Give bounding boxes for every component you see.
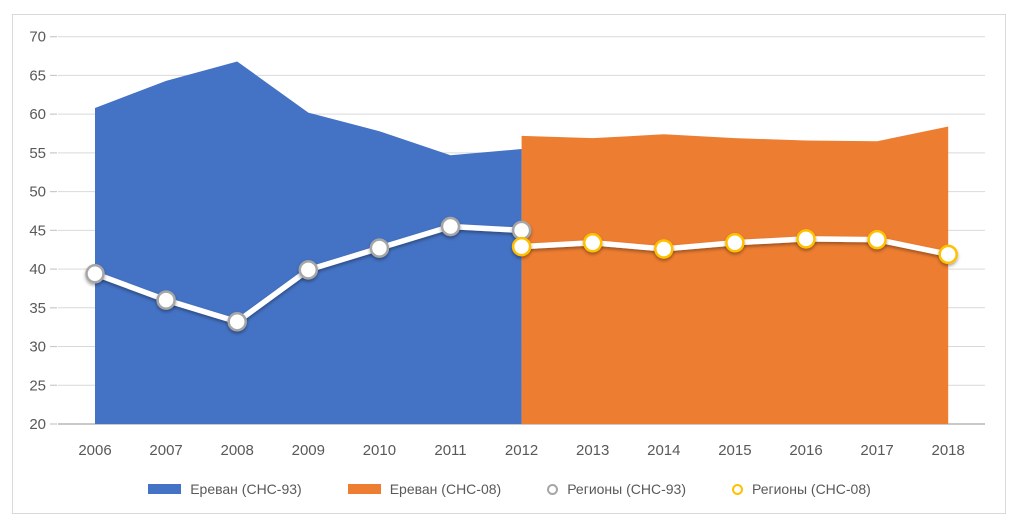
x-axis-label: 2007 [149, 442, 182, 459]
legend-item-yerevan-sns-08: Ереван (СНС-08) [347, 481, 502, 497]
legend: Ереван (СНС-93) Ереван (СНС-08) Регионы … [12, 476, 1007, 502]
y-axis-label: 40 [29, 261, 46, 278]
marker-regiony-sns-93 [511, 220, 532, 241]
marker-regiony-sns-08 [725, 232, 745, 253]
y-axis-label: 35 [29, 300, 46, 317]
x-axis-label: 2018 [932, 442, 965, 459]
y-axis-label: 20 [29, 416, 46, 433]
legend-label: Ереван (СНС-08) [389, 481, 502, 497]
x-axis-label: 2014 [647, 442, 680, 459]
marker-regiony-sns-08 [796, 229, 816, 249]
y-axis-label: 25 [29, 377, 46, 394]
x-axis-label: 2017 [860, 442, 893, 459]
y-axis-label: 55 [29, 145, 46, 162]
area-yerevan-sns-93 [95, 61, 522, 424]
marker-regiony-sns-08 [867, 229, 887, 250]
area-yerevan-sns-08 [521, 126, 949, 425]
y-axis-label: 70 [29, 29, 46, 46]
x-axis-label: 2009 [292, 442, 325, 459]
legend-item-regiony-sns-93: Регионы (СНС-93) [547, 481, 686, 497]
legend-swatch-gray-circle-icon [547, 483, 559, 495]
legend-swatch-blue-area-icon [148, 484, 182, 494]
marker-regiony-sns-93 [227, 312, 247, 332]
marker-regiony-sns-93 [298, 260, 319, 280]
legend-label: Ереван (СНС-93) [190, 481, 302, 497]
x-axis-label: 2008 [221, 442, 254, 459]
y-axis-label: 45 [29, 222, 46, 239]
x-axis-label: 2006 [78, 442, 111, 459]
marker-regiony-sns-08 [582, 232, 603, 253]
marker-regiony-sns-08 [511, 236, 532, 257]
legend-item-regiony-sns-08: Регионы (СНС-08) [732, 481, 871, 497]
legend-label: Регионы (СНС-93) [567, 481, 686, 497]
x-axis-label: 2010 [363, 442, 396, 459]
marker-regiony-sns-93 [156, 290, 176, 310]
x-axis-label: 2011 [434, 442, 466, 459]
marker-regiony-sns-93 [85, 263, 105, 284]
x-axis-label: 2013 [576, 442, 609, 459]
y-axis-label: 30 [29, 339, 46, 356]
marker-regiony-sns-93 [440, 216, 461, 237]
y-axis-label: 65 [29, 67, 46, 84]
legend-swatch-orange-area-icon [347, 484, 381, 494]
marker-regiony-sns-08 [654, 239, 674, 259]
y-axis-label: 60 [29, 106, 46, 123]
legend-label: Регионы (СНС-08) [752, 481, 871, 497]
x-axis-label: 2016 [789, 442, 822, 459]
x-axis-label: 2015 [718, 442, 751, 459]
marker-regiony-sns-93 [369, 238, 390, 258]
legend-item-yerevan-sns-93: Ереван (СНС-93) [148, 481, 302, 497]
legend-swatch-yellow-circle-icon [732, 483, 743, 495]
marker-regiony-sns-08 [938, 244, 958, 265]
x-axis-label: 2012 [505, 442, 538, 459]
y-axis-label: 50 [29, 184, 46, 201]
